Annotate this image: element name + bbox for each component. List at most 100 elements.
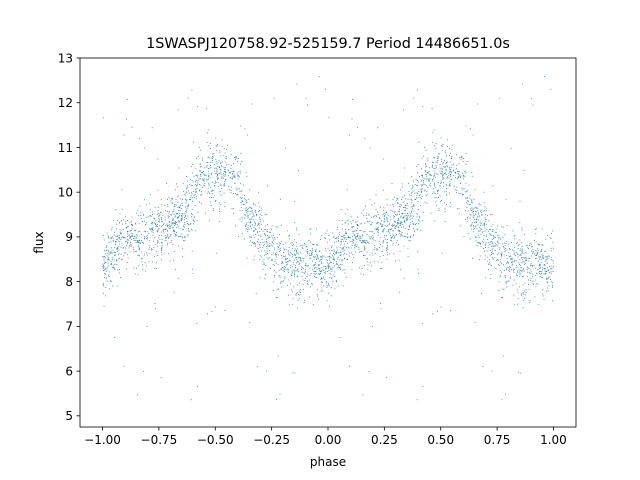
data-point	[216, 145, 218, 147]
data-point	[482, 240, 484, 242]
x-tick-label: 0.25	[371, 433, 398, 447]
data-point	[128, 235, 130, 237]
data-point	[275, 271, 277, 273]
data-point	[205, 212, 206, 214]
data-point	[318, 273, 320, 275]
data-point	[225, 156, 227, 158]
data-point	[354, 237, 356, 239]
data-point	[276, 398, 277, 400]
data-point	[173, 259, 175, 261]
data-point	[185, 188, 187, 190]
data-point	[339, 251, 341, 253]
data-point	[520, 253, 521, 255]
data-point	[308, 264, 309, 266]
data-point	[162, 228, 164, 230]
data-point	[172, 243, 174, 245]
data-point	[315, 271, 317, 273]
data-point	[167, 215, 169, 217]
data-point	[313, 271, 315, 272]
data-point	[188, 224, 190, 226]
data-point	[403, 220, 405, 222]
data-point	[173, 229, 175, 231]
data-point	[131, 223, 133, 225]
data-point	[241, 161, 243, 162]
data-point	[172, 218, 174, 220]
data-point	[161, 244, 163, 246]
data-point	[364, 137, 366, 139]
data-point	[116, 264, 118, 266]
data-point	[497, 259, 499, 261]
data-point	[162, 229, 164, 231]
y-tick-label: 11	[58, 141, 73, 155]
data-point	[110, 252, 112, 254]
data-point	[247, 198, 249, 200]
data-point	[519, 372, 521, 374]
data-point	[131, 232, 133, 234]
data-point	[219, 173, 221, 175]
data-point	[181, 219, 182, 221]
data-point	[284, 249, 286, 251]
data-point	[199, 189, 201, 191]
data-point	[279, 275, 281, 277]
data-point	[339, 231, 341, 233]
data-point	[167, 230, 169, 232]
data-point	[494, 242, 496, 244]
data-point	[356, 221, 358, 223]
data-point	[524, 234, 525, 236]
data-point	[466, 191, 467, 193]
data-point	[224, 152, 226, 154]
data-point	[510, 259, 512, 261]
data-point	[329, 261, 331, 263]
data-point	[471, 200, 473, 202]
data-point	[442, 175, 444, 177]
data-point	[186, 207, 188, 209]
data-point	[381, 225, 383, 227]
data-point	[513, 253, 515, 255]
data-point	[121, 237, 123, 239]
data-point	[176, 196, 178, 198]
data-point	[440, 199, 442, 201]
data-point	[438, 208, 440, 210]
data-point	[470, 214, 472, 216]
data-point	[266, 250, 268, 252]
data-point	[146, 222, 148, 223]
data-point	[433, 178, 435, 180]
data-point	[273, 234, 275, 236]
data-point	[334, 276, 336, 277]
data-point	[148, 203, 150, 205]
data-point	[216, 163, 218, 165]
data-point	[479, 242, 481, 244]
data-point	[392, 210, 394, 212]
data-point	[386, 251, 388, 253]
data-point	[151, 227, 153, 229]
data-point	[331, 270, 333, 272]
data-point	[419, 217, 421, 219]
data-point	[499, 237, 501, 239]
data-point	[332, 258, 334, 260]
data-point	[514, 304, 516, 306]
data-point	[102, 266, 104, 268]
data-point	[433, 182, 435, 184]
data-point	[397, 219, 399, 221]
data-point	[450, 171, 452, 173]
data-point	[346, 237, 348, 239]
data-point	[309, 274, 311, 276]
data-point	[192, 141, 194, 143]
data-point	[489, 243, 491, 245]
data-point	[280, 242, 281, 244]
data-point	[458, 176, 460, 178]
data-point	[313, 273, 315, 274]
data-point	[449, 183, 451, 185]
data-point	[262, 220, 264, 222]
data-point	[470, 208, 472, 210]
data-point	[285, 257, 287, 259]
data-point	[314, 267, 316, 269]
data-point	[247, 226, 249, 228]
data-point	[250, 211, 252, 213]
data-point	[234, 182, 236, 184]
data-point	[258, 251, 260, 253]
data-point	[522, 261, 524, 263]
data-point	[167, 198, 168, 200]
data-point	[112, 240, 114, 242]
data-point	[275, 262, 277, 264]
